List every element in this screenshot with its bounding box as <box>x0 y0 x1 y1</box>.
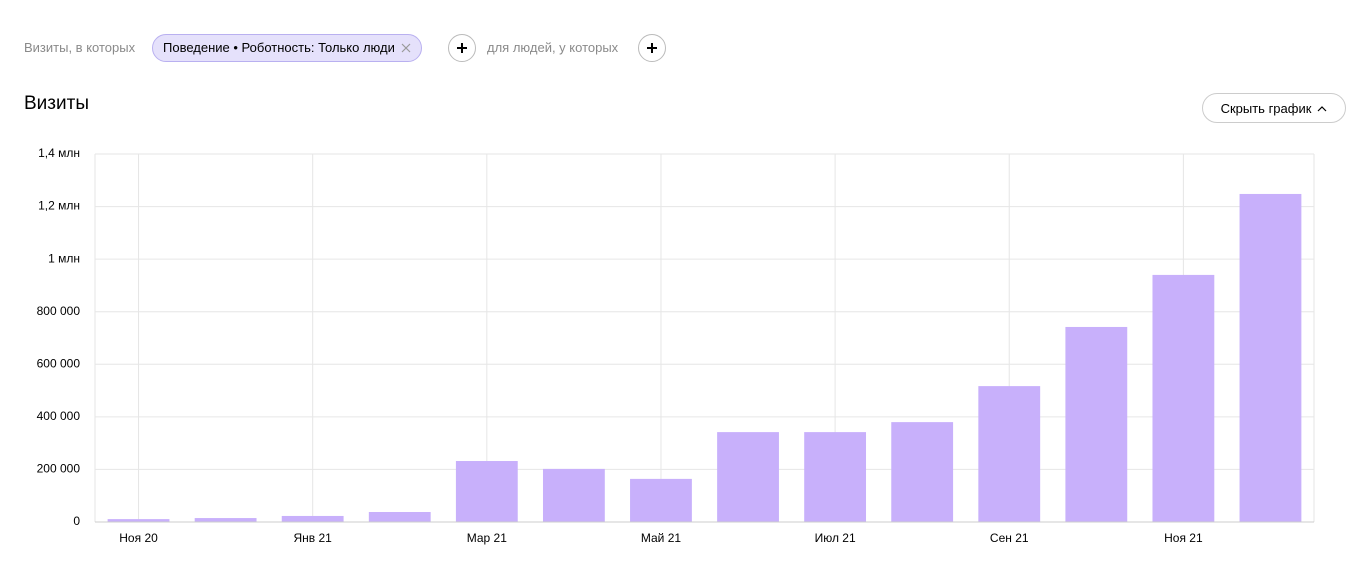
y-tick-label: 600 000 <box>37 356 81 370</box>
bar <box>542 468 605 522</box>
bar <box>194 518 257 522</box>
y-tick-label: 0 <box>73 514 80 528</box>
chevron <box>1317 105 1327 111</box>
toggle-label: Скрыть график <box>1220 100 1312 116</box>
y-tick-label: 800 000 <box>37 304 81 318</box>
bar <box>1239 193 1302 522</box>
bar <box>891 422 954 522</box>
bar <box>455 461 518 522</box>
bar <box>1065 326 1128 522</box>
filter-prefix: Визиты, в которых <box>24 40 136 55</box>
toggle-chart[interactable]: Скрыть график <box>1202 93 1346 123</box>
chip-label: Поведение • Роботность: Только люди <box>163 40 395 55</box>
x-tick-label: Мар 21 <box>467 531 507 545</box>
add-user-filter[interactable] <box>638 34 666 62</box>
bar <box>368 512 431 522</box>
bar <box>1152 274 1215 522</box>
x-tick-label: Янв 21 <box>293 531 332 545</box>
x-tick-label: Ноя 21 <box>1164 531 1203 545</box>
y-tick-label: 200 000 <box>37 462 81 476</box>
filter-middle: для людей, у которых <box>487 40 619 55</box>
bar <box>717 432 779 522</box>
x-tick-label: Май 21 <box>641 531 682 545</box>
y-tick-label: 1,2 млн <box>38 199 80 213</box>
bar <box>804 432 867 522</box>
bar <box>107 519 170 522</box>
bar <box>281 515 344 522</box>
bar <box>978 386 1041 522</box>
y-tick-label: 1,4 млн <box>38 146 80 160</box>
chip-remove[interactable] <box>401 43 411 53</box>
y-tick-label: 1 млн <box>48 251 80 265</box>
y-tick-label: 400 000 <box>37 409 81 423</box>
x-tick-label: Июл 21 <box>815 531 856 545</box>
add-visit-filter[interactable] <box>448 34 476 62</box>
x-tick-label: Сен 21 <box>990 531 1029 545</box>
x-tick-label: Ноя 20 <box>119 531 158 545</box>
section-title: Визиты <box>24 93 89 114</box>
filter-chip[interactable]: Поведение • Роботность: Только люди <box>152 34 422 62</box>
bar <box>630 478 692 522</box>
